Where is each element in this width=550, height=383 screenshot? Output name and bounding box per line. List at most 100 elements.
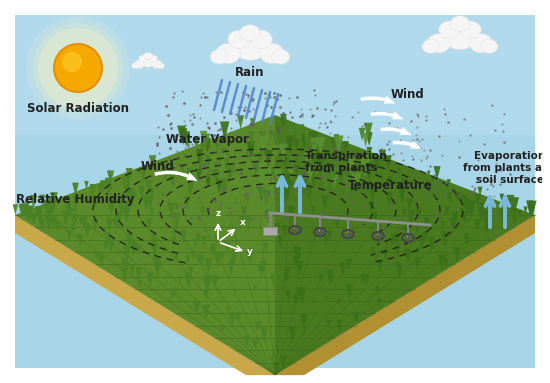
Polygon shape (371, 247, 375, 256)
Polygon shape (197, 254, 202, 264)
Polygon shape (366, 147, 372, 159)
Polygon shape (460, 208, 464, 215)
Polygon shape (507, 195, 514, 210)
Polygon shape (36, 210, 43, 224)
Polygon shape (388, 176, 393, 187)
Polygon shape (256, 322, 260, 330)
Polygon shape (527, 202, 534, 216)
Polygon shape (100, 180, 106, 193)
Polygon shape (195, 169, 202, 182)
Polygon shape (461, 211, 468, 223)
Polygon shape (484, 201, 487, 208)
Polygon shape (370, 188, 376, 201)
FancyArrowPatch shape (360, 96, 395, 104)
Ellipse shape (132, 63, 139, 69)
Polygon shape (62, 211, 70, 227)
Polygon shape (406, 198, 413, 212)
Polygon shape (211, 243, 216, 252)
Polygon shape (44, 203, 49, 213)
Polygon shape (135, 245, 140, 254)
Polygon shape (212, 275, 218, 288)
Polygon shape (404, 249, 412, 264)
Polygon shape (30, 213, 35, 223)
Polygon shape (482, 210, 490, 224)
Polygon shape (182, 131, 190, 147)
Polygon shape (328, 166, 338, 186)
Polygon shape (69, 208, 74, 216)
Polygon shape (360, 158, 370, 177)
Polygon shape (258, 265, 265, 278)
Polygon shape (157, 161, 161, 169)
Polygon shape (414, 257, 421, 270)
Polygon shape (246, 248, 254, 264)
Polygon shape (221, 148, 227, 161)
Polygon shape (306, 165, 315, 183)
Polygon shape (288, 326, 296, 342)
Polygon shape (228, 261, 235, 275)
Polygon shape (499, 194, 504, 203)
Polygon shape (272, 350, 276, 359)
Polygon shape (311, 177, 317, 189)
Polygon shape (449, 217, 458, 233)
Polygon shape (30, 195, 37, 209)
Polygon shape (73, 208, 77, 215)
Ellipse shape (144, 52, 152, 59)
Polygon shape (320, 170, 329, 189)
Polygon shape (175, 203, 179, 211)
Polygon shape (339, 262, 346, 276)
Polygon shape (288, 168, 294, 180)
Polygon shape (299, 287, 305, 300)
Polygon shape (277, 236, 283, 248)
Polygon shape (397, 169, 401, 176)
Polygon shape (507, 199, 512, 209)
Polygon shape (503, 196, 508, 205)
Polygon shape (25, 201, 30, 210)
Polygon shape (108, 203, 114, 216)
Polygon shape (19, 203, 26, 217)
Polygon shape (303, 151, 312, 169)
Polygon shape (275, 223, 280, 235)
Polygon shape (180, 230, 187, 244)
Polygon shape (257, 172, 265, 189)
Polygon shape (98, 254, 105, 267)
Polygon shape (229, 167, 233, 175)
Polygon shape (140, 169, 147, 183)
Polygon shape (205, 155, 211, 168)
Polygon shape (31, 213, 35, 221)
Polygon shape (123, 246, 131, 261)
Polygon shape (201, 236, 207, 249)
Polygon shape (284, 173, 292, 188)
Polygon shape (32, 214, 37, 224)
Polygon shape (262, 190, 270, 206)
Polygon shape (260, 195, 263, 203)
Polygon shape (184, 196, 190, 208)
Ellipse shape (427, 34, 450, 53)
Polygon shape (373, 158, 380, 173)
Polygon shape (311, 206, 316, 215)
Polygon shape (338, 171, 343, 182)
Polygon shape (312, 145, 318, 157)
Ellipse shape (450, 16, 470, 31)
Polygon shape (125, 233, 133, 246)
Polygon shape (337, 299, 341, 306)
Polygon shape (306, 188, 312, 199)
Polygon shape (241, 206, 247, 219)
Polygon shape (149, 155, 156, 170)
Ellipse shape (211, 50, 228, 64)
Polygon shape (280, 114, 287, 128)
Polygon shape (205, 258, 212, 273)
Polygon shape (270, 356, 274, 365)
Polygon shape (125, 174, 131, 186)
Polygon shape (524, 206, 527, 215)
Polygon shape (298, 156, 305, 170)
Polygon shape (154, 257, 160, 270)
Polygon shape (408, 210, 415, 225)
Polygon shape (226, 169, 233, 183)
Ellipse shape (470, 34, 493, 53)
Polygon shape (403, 224, 409, 235)
Polygon shape (512, 215, 517, 225)
Polygon shape (334, 134, 339, 145)
Ellipse shape (439, 21, 460, 38)
Polygon shape (40, 219, 45, 229)
Polygon shape (204, 275, 210, 286)
